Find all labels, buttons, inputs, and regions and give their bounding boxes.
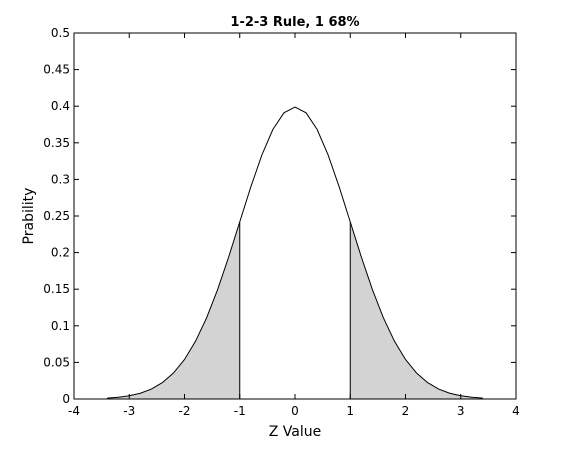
- x-axis-label: Z Value: [269, 424, 322, 440]
- shaded-regions: [107, 221, 483, 399]
- x-tick-label: 3: [457, 404, 465, 418]
- y-tick-label: 0.45: [43, 63, 70, 77]
- y-tick-label: 0.2: [51, 246, 70, 260]
- y-tick-label: 0.5: [51, 26, 70, 40]
- shaded-region-2: [350, 221, 483, 399]
- y-tick-label: 0.05: [43, 355, 70, 369]
- series-line: [107, 106, 483, 399]
- y-tick-label: 0.4: [51, 99, 70, 113]
- y-tick-label: 0.35: [43, 136, 70, 150]
- y-axis-label: Prability: [21, 188, 37, 245]
- x-tick-label: 1: [346, 404, 354, 418]
- shaded-region-1: [107, 221, 240, 399]
- y-tick-label: 0.15: [43, 282, 70, 296]
- curve-layer: [107, 106, 483, 399]
- x-tick-label: -2: [179, 404, 191, 418]
- x-tick-label: 4: [512, 404, 520, 418]
- y-tick-label: 0: [62, 392, 70, 406]
- x-tick-label: -1: [234, 404, 246, 418]
- y-tick-label: 0.1: [51, 319, 70, 333]
- y-tick-label: 0.3: [51, 172, 70, 186]
- x-tick-label: -3: [123, 404, 135, 418]
- x-tick-label: 2: [402, 404, 410, 418]
- x-tick-label: -4: [68, 404, 80, 418]
- plot-frame: [73, 32, 517, 400]
- chart-title: 1-2-3 Rule, 1 68%: [230, 15, 359, 30]
- x-tick-label: 0: [291, 404, 299, 418]
- axes: -4 -3 -2 -1 0 1 2 3 4 0 0.05 0.1 0.15 0.2 0.25 0.3 0.35 0…: [43, 26, 520, 418]
- y-tick-label: 0.25: [43, 209, 70, 223]
